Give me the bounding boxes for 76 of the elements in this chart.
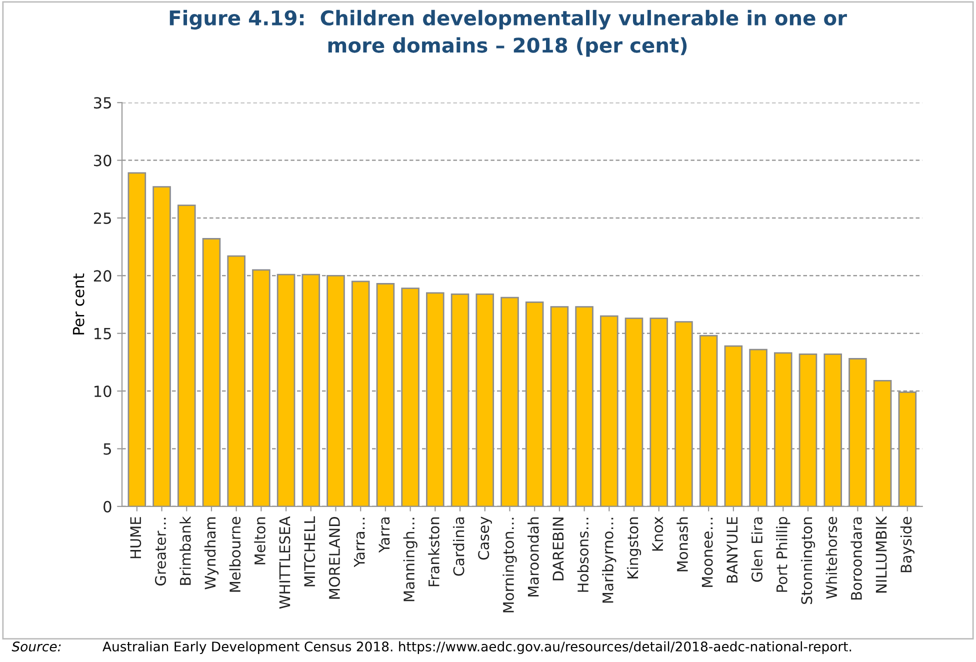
bar [376, 283, 395, 506]
bar [873, 380, 892, 506]
x-tick-label: Mornington… [502, 518, 517, 612]
x-tick-label: Casey [478, 516, 492, 560]
y-tick-label: 5 [104, 443, 111, 455]
bar [500, 296, 519, 506]
x-tick-label: Wyndham [204, 517, 219, 590]
source-note: Source: [12, 642, 61, 652]
y-tick-label: 30 [94, 154, 112, 166]
x-tick-label: HUME [130, 517, 142, 558]
x-tick-label: Manningh… [403, 518, 418, 602]
x-tick-label: Yarra… [354, 518, 365, 568]
y-tick-label: 0 [104, 500, 112, 512]
bar [600, 315, 618, 506]
y-tick-label: 25 [94, 212, 111, 224]
bar [202, 238, 221, 506]
bar [650, 318, 668, 506]
bar [227, 255, 246, 506]
y-tick-label: 15 [94, 328, 111, 340]
x-tick-label: Yarra [378, 517, 390, 553]
bar [575, 306, 594, 506]
x-tick-label: Bayside [900, 516, 914, 572]
x-tick-label: Knox [652, 516, 664, 551]
bar [351, 280, 370, 506]
bar [724, 345, 743, 506]
x-tick-label: Whitehorse [826, 516, 838, 599]
x-tick-label: Port Phillip [776, 516, 790, 592]
x-tick-label: Hobsons… [577, 518, 589, 592]
x-tick-label: Kingston [626, 517, 642, 578]
bar [674, 321, 693, 506]
bar [450, 293, 470, 506]
bar [550, 306, 569, 506]
bar [326, 274, 345, 506]
x-tick-label: Melton [254, 517, 266, 564]
bar [699, 334, 718, 506]
x-tick-label: Melbourne [229, 516, 241, 592]
x-tick-label: DAREBIN [552, 518, 564, 580]
y-tick-label: 35 [94, 97, 111, 109]
x-tick-label: Greater… [154, 518, 166, 586]
bar [898, 392, 917, 506]
x-tick-label: MITCHELL [304, 516, 316, 586]
x-tick-label: Cardinia [452, 517, 464, 576]
bar [128, 172, 146, 506]
bar [426, 292, 444, 506]
x-tick-label: BANYULE [726, 517, 738, 583]
x-tick-label: Moonee… [702, 518, 713, 587]
bar [774, 352, 792, 506]
x-tick-label: Maroondah [528, 517, 539, 596]
x-tick-label: Glen Eira [751, 517, 763, 582]
y-tick-label: 20 [94, 270, 112, 282]
x-tick-label: Stonnington [800, 517, 816, 604]
bar [848, 358, 867, 506]
chart-title: Figure 4.19: Children developmentally vulnerable in one or more domains – 2018 (per cent) [170, 10, 847, 57]
bar [824, 353, 842, 506]
x-tick-label: Maribyrno… [602, 518, 616, 603]
x-tick-label: Monash [676, 517, 688, 572]
x-tick-label: WHITTLESEA [279, 516, 290, 609]
bar [476, 293, 494, 506]
bar [152, 186, 171, 506]
x-tick-label: MORELAND [328, 517, 340, 599]
y-axis-title: Per cent [72, 274, 84, 334]
bar [749, 348, 768, 506]
bar [798, 353, 818, 506]
x-tick-label: Brimbank [180, 516, 191, 585]
x-tick-label: Boroondara [850, 517, 862, 600]
bar [525, 302, 544, 506]
x-tick-label: NILLUMBIK [876, 516, 887, 593]
text: Australian Early Development Census 2018. https://www.aedc.gov.au/resources/detail/2018-aedc-national-report. [102, 641, 852, 654]
bar [177, 204, 196, 506]
x-tick-label: Frankston [428, 517, 440, 586]
bar [302, 274, 320, 506]
bar [276, 274, 296, 506]
bar [401, 288, 420, 506]
bar [624, 318, 644, 506]
y-tick-label: 10 [94, 386, 112, 398]
bar [252, 269, 270, 506]
